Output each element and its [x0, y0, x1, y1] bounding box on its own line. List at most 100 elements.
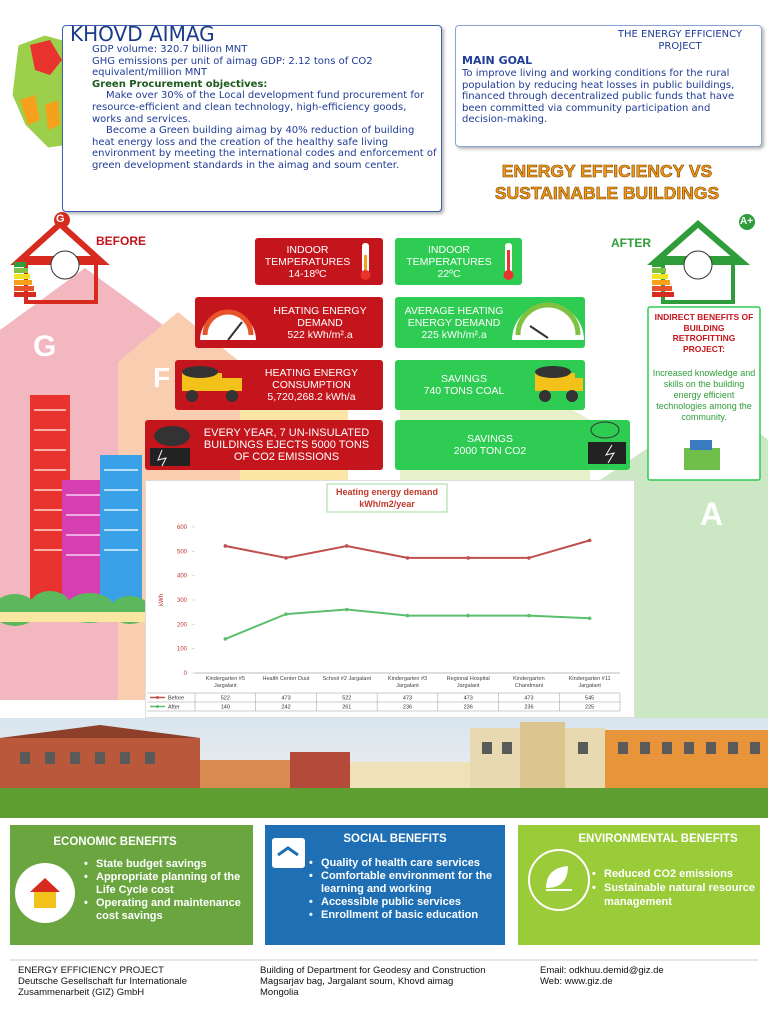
legend-swatch: [156, 696, 159, 699]
headline-line: ENERGY EFFICIENCY VS: [501, 161, 713, 182]
y-tick-label: 500: [177, 549, 188, 555]
table-value: 242: [281, 705, 290, 711]
energy-class-letter: A: [700, 496, 724, 532]
comparison-line: 5,720,268.2 kWh/a: [267, 391, 356, 403]
data-point: [223, 637, 228, 641]
data-point: [527, 613, 531, 618]
table-value: 236: [403, 705, 412, 711]
before-text: INDOOR TEMPERATURES 14-18ºC: [255, 238, 360, 285]
data-point: [284, 556, 288, 560]
data-point: [344, 607, 349, 612]
table-value: 236: [524, 705, 533, 711]
benefit-item: Quality of health care services: [307, 857, 505, 870]
benefit-item: Sustainable natural resource management: [590, 881, 758, 909]
comparison-line: 22ºC: [437, 267, 461, 280]
legend-label: Before: [168, 696, 184, 702]
aimag-text: GDP volume: 320.7 billion MNT GHG emissi…: [92, 44, 437, 172]
x-tick-label: Kindergarten #5 Jargalant: [205, 676, 245, 689]
table-value: 225: [585, 705, 594, 711]
table-value: 522: [221, 696, 230, 702]
comparison-line: TEMPERATURES: [264, 255, 351, 268]
x-tick-label: Health Center Duut: [262, 676, 310, 682]
energy-class-letter: F: [153, 362, 171, 393]
table-value: 473: [281, 696, 290, 702]
footer-line: Deutsche Gesellschaft fur Internationale: [18, 976, 187, 987]
benefit-title: ECONOMIC BENEFITS: [53, 836, 177, 848]
benefit-item: Appropriate planning of the Life Cycle c…: [82, 871, 252, 897]
economic-benefits: ECONOMIC BENEFITS State budget savings A…: [10, 825, 253, 945]
energy-class-letter: G: [33, 330, 57, 363]
comparison-line: INDOOR: [428, 243, 470, 256]
aimag-box: [62, 25, 442, 212]
comparison-line: CONSUMPTION: [272, 379, 351, 391]
benefit-item: State budget savings: [82, 858, 252, 871]
data-point: [527, 556, 531, 560]
table-value: 473: [403, 696, 412, 702]
indirect-text: Increased knowledge and skills on the bu…: [652, 368, 756, 422]
table-value: 261: [342, 705, 351, 711]
table-value: 473: [524, 696, 533, 702]
footer-line: Building of Department for Geodesy and C…: [260, 965, 486, 976]
data-point: [405, 613, 410, 618]
before-label: BEFORE: [96, 234, 147, 248]
table-value: 545: [585, 696, 594, 702]
indirect-title: INDIRECT BENEFITS OF BUILDING RETROFITTI…: [654, 312, 754, 354]
comparison-line: HEATING ENERGY: [273, 304, 367, 317]
y-tick-label: 600: [177, 525, 188, 531]
x-tick-label: Regional Hospital Jargalant: [446, 676, 490, 689]
chart-subtitle: kWh/m2/year: [359, 499, 415, 509]
legend-label: After: [168, 705, 180, 711]
chart-title: Heating energy demand: [335, 487, 439, 497]
after-text: SAVINGS 2000 TON CO2: [395, 420, 585, 470]
comparison-line: 14-18ºC: [288, 267, 327, 280]
before-text: HEATING ENERGY CONSUMPTION 5,720,268.2 kWh…: [240, 360, 383, 410]
legend-swatch: [156, 705, 159, 708]
after-text: AVERAGE HEATING ENERGY DEMAND 225 kWh/m².a: [395, 297, 513, 348]
comparison-line: EVERY YEAR, 7 UN-INSULATED: [203, 427, 370, 439]
house-rating: G: [56, 213, 65, 225]
data-point: [466, 556, 471, 560]
house-rating: A+: [740, 216, 754, 227]
x-tick-label: Kindergarten #3 Jargalant: [387, 676, 428, 689]
benefit-list: Reduced CO2 emissions Sustainable natura…: [590, 867, 758, 909]
y-tick-label: 400: [177, 574, 188, 580]
comparison-line: INDOOR: [286, 243, 329, 256]
comparison-line: OF CO2 EMISSIONS: [233, 451, 340, 463]
footer-line: Mongolia: [260, 987, 299, 998]
comparison-line: 740 TONS COAL: [423, 385, 505, 397]
footer-line: Magsarjav bag, Jargalant soum, Khovd aim…: [260, 976, 454, 987]
y-tick-label: 300: [177, 598, 188, 604]
before-text: HEATING ENERGY DEMAND 522 kWh/m².a: [257, 297, 383, 348]
table-value: 140: [221, 705, 230, 711]
footer-line: Email: odkhuu.demid@giz.de: [540, 965, 664, 976]
headline-line: SUSTAINABLE BUILDINGS: [494, 183, 720, 204]
y-tick-label: 0: [184, 671, 188, 677]
objective: Become a Green building aimag by 40% red…: [92, 125, 437, 171]
benefit-item: Enrollment of basic education: [307, 909, 505, 922]
comparison-line: SAVINGS: [467, 433, 513, 445]
data-point: [587, 538, 592, 543]
comparison-line: SAVINGS: [441, 373, 487, 385]
objectives-title: Green Procurement objectives:: [92, 78, 268, 90]
comparison-line: BUILDINGS EJECTS 5000 TONS: [203, 439, 370, 451]
table-value: 473: [464, 696, 473, 702]
footer-left: ENERGY EFFICIENCY PROJECT Deutsche Gesel…: [18, 965, 243, 998]
x-tick-label: Kindergarten #11 Jargalant: [568, 676, 611, 689]
chart: 0 100 200 300 400 500 600 kWh 522 473 522 473 473 473…: [145, 480, 635, 718]
chart-title-block: Heating energy demand kWh/m2/year: [327, 486, 447, 510]
after-label: AFTER: [611, 236, 651, 250]
data-point: [466, 613, 471, 618]
data-point: [587, 616, 592, 621]
goal-title: MAIN GOAL: [462, 54, 533, 67]
benefit-list: Quality of health care services Comforta…: [307, 857, 505, 922]
benefit-item: Operating and maintenance cost savings: [82, 897, 252, 923]
footer-middle: Building of Department for Geodesy and C…: [260, 965, 530, 998]
x-tick-label: School #2 Jargalant: [322, 676, 372, 682]
comparison-line: TEMPERATURES: [406, 255, 492, 268]
environmental-benefits: ENVIRONMENTAL BENEFITS Reduced CO2 emiss…: [518, 825, 760, 945]
data-point: [223, 544, 228, 548]
aimag-title: KHOVD AIMAG: [70, 22, 215, 46]
table-value: 236: [464, 705, 473, 711]
comparison-line: HEATING ENERGY: [264, 367, 359, 379]
